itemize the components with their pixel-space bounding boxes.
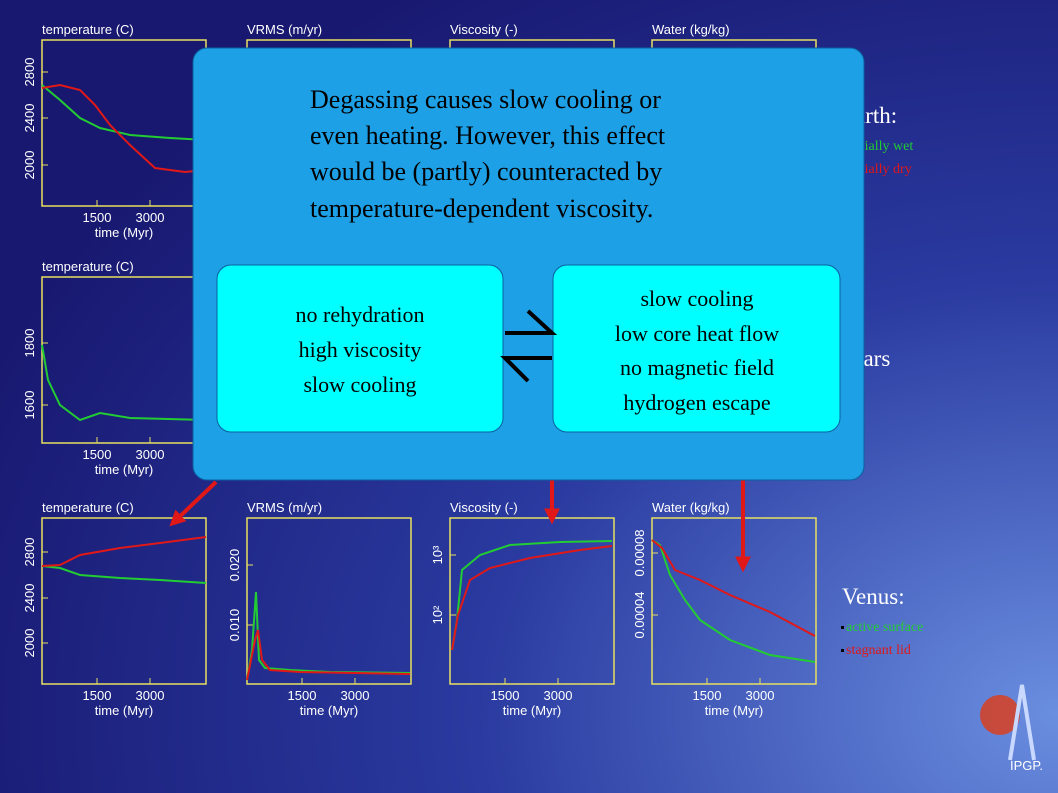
plot-title: Viscosity (-) — [450, 500, 518, 515]
y-tick-label: 0.00008 — [632, 530, 647, 577]
x-axis-label: time (Myr) — [503, 703, 562, 718]
plot-frame — [651, 517, 817, 685]
left-box — [216, 264, 504, 433]
bullet — [841, 649, 844, 652]
x-axis-label: time (Myr) — [95, 225, 154, 240]
x-tick-label: 1500 — [83, 688, 112, 703]
plot-frame — [41, 517, 207, 685]
venus-item: active surface — [846, 620, 923, 635]
curve — [246, 629, 411, 681]
plot-title: VRMS (m/yr) — [247, 22, 322, 37]
plot-title: temperature (C) — [42, 259, 134, 274]
x-tick-label: 3000 — [746, 688, 775, 703]
x-tick-label: 1500 — [693, 688, 722, 703]
plot-title: Water (kg/kg) — [652, 500, 730, 515]
box-text: no magnetic field — [620, 355, 774, 380]
plot-frame — [449, 517, 615, 685]
y-tick-label: 1600 — [22, 391, 37, 420]
plot-title: temperature (C) — [42, 500, 134, 515]
box-text: slow cooling — [303, 372, 416, 397]
curve — [41, 344, 207, 422]
plot-title: VRMS (m/yr) — [247, 500, 322, 515]
y-tick-label: 2000 — [22, 151, 37, 180]
x-axis-label: time (Myr) — [95, 703, 154, 718]
x-tick-label: 3000 — [341, 688, 370, 703]
curve — [41, 83, 207, 174]
curves — [41, 83, 816, 681]
y-tick-label: 2400 — [22, 584, 37, 613]
box-text: hydrogen escape — [623, 390, 770, 415]
x-tick-label: 3000 — [136, 447, 165, 462]
y-tick-label: 2800 — [22, 58, 37, 87]
y-tick-label: 2800 — [22, 538, 37, 567]
overlay-text: even heating. However, this effect — [310, 121, 666, 150]
right-box — [552, 264, 841, 433]
arrow-right — [505, 309, 558, 335]
venus-item: stagnant lid — [846, 643, 911, 658]
y-tick-label: 10² — [430, 605, 445, 624]
x-tick-label: 3000 — [544, 688, 573, 703]
box-text: slow cooling — [640, 286, 753, 311]
y-tick-label: 1800 — [22, 329, 37, 358]
logo-text: IPGP. — [1010, 758, 1043, 773]
overlay-text: Degassing causes slow cooling or — [310, 85, 661, 114]
venus-title: Venus: — [842, 584, 905, 609]
y-tick-label: 0.010 — [227, 609, 242, 642]
logo-tower — [1008, 684, 1036, 761]
y-tick-label: 0.020 — [227, 549, 242, 582]
curve — [41, 536, 207, 567]
x-tick-label: 1500 — [288, 688, 317, 703]
bullet — [841, 626, 844, 629]
x-tick-label: 1500 — [83, 210, 112, 225]
curve — [41, 84, 207, 141]
box-text: low core heat flow — [615, 321, 779, 346]
plot-title: Water (kg/kg) — [652, 22, 730, 37]
arrow — [169, 480, 218, 527]
logo: IPGP. — [980, 684, 1043, 773]
box-text: high viscosity — [299, 337, 422, 362]
plot-title: temperature (C) — [42, 22, 134, 37]
curve — [451, 545, 613, 651]
curve — [41, 565, 207, 584]
x-axis-label: time (Myr) — [95, 462, 154, 477]
overlay-text: would be (partly) counteracted by — [310, 157, 662, 186]
y-tick-label: 0.00004 — [632, 592, 647, 639]
arrow-left — [500, 356, 552, 383]
overlay-text: temperature-dependent viscosity. — [310, 194, 653, 223]
overlay: Degassing causes slow cooling or even he… — [192, 47, 865, 481]
y-tick-label: 2000 — [22, 629, 37, 658]
red-arrows — [169, 478, 751, 573]
x-tick-label: 1500 — [83, 447, 112, 462]
logo-globe — [980, 695, 1020, 735]
y-tick-label: 2400 — [22, 104, 37, 133]
curve — [651, 539, 816, 637]
curve — [651, 539, 816, 663]
x-tick-label: 3000 — [136, 210, 165, 225]
x-axis-label: time (Myr) — [300, 703, 359, 718]
x-tick-label: 3000 — [136, 688, 165, 703]
y-tick-label: 10³ — [430, 545, 445, 564]
box-text: no rehydration — [296, 302, 425, 327]
plot-frame — [246, 517, 412, 685]
exchange-arrows — [500, 309, 558, 383]
x-tick-label: 1500 — [491, 688, 520, 703]
x-axis-label: time (Myr) — [705, 703, 764, 718]
plot-title: Viscosity (-) — [450, 22, 518, 37]
